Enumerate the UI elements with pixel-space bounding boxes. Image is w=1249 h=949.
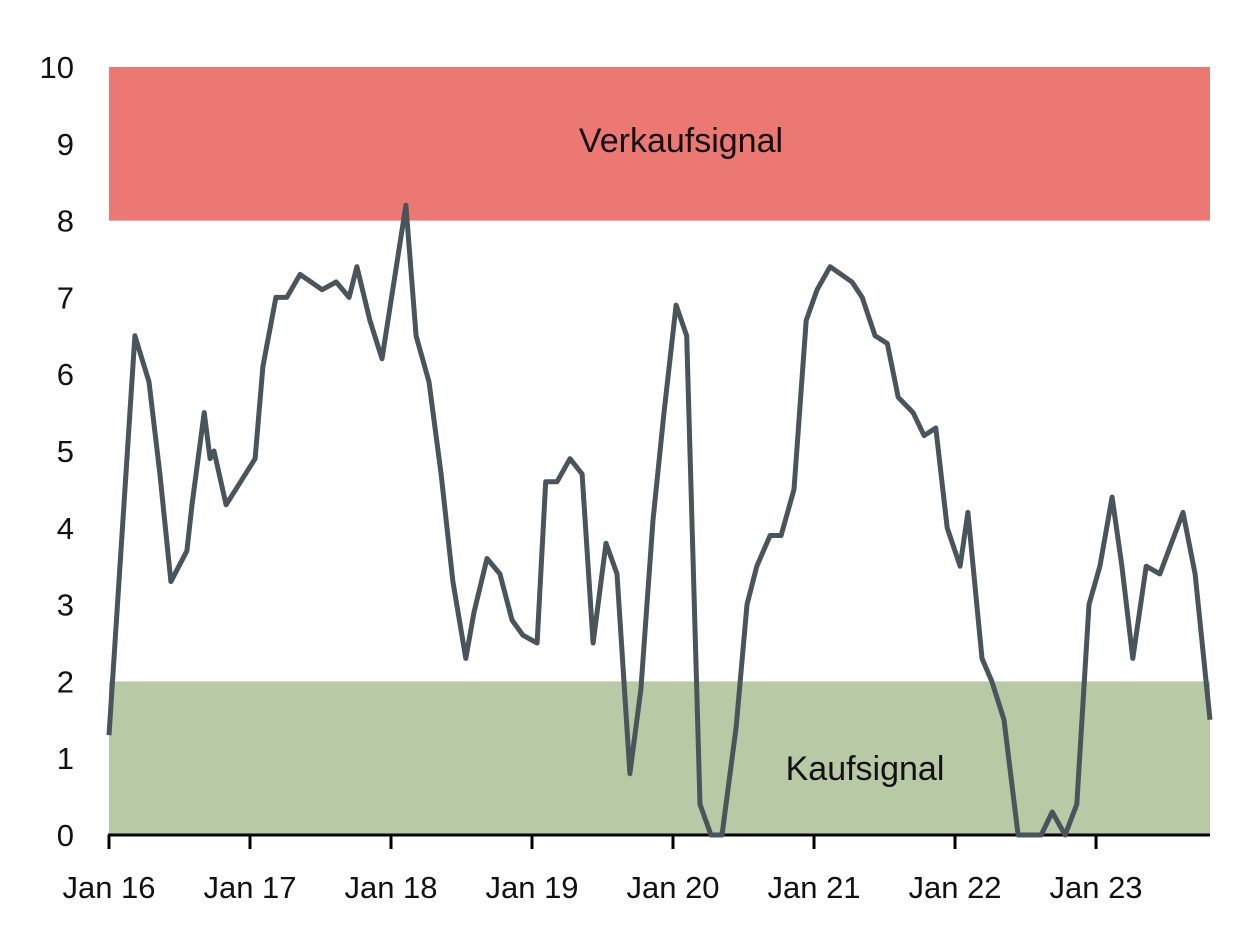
y-tick-label: 3 <box>57 588 74 623</box>
y-tick-label: 9 <box>57 127 74 162</box>
y-tick-label: 4 <box>57 511 74 546</box>
x-tick-label: Jan 19 <box>485 870 578 905</box>
y-tick-label: 8 <box>57 204 74 239</box>
x-tick-label: Jan 17 <box>203 870 296 905</box>
signal-bands: Verkaufsignal Kaufsignal <box>109 67 1210 835</box>
x-axis: Jan 16 Jan 17 Jan 18 Jan 19 Jan 20 Jan 21 Jan … <box>62 833 1210 905</box>
series-lines <box>106 202 1213 838</box>
x-tick-label: Jan 21 <box>767 870 860 905</box>
y-tick-label: 7 <box>57 280 74 315</box>
x-tick-label: Jan 18 <box>344 870 437 905</box>
y-tick-label: 6 <box>57 357 74 392</box>
y-tick-label: 5 <box>57 434 74 469</box>
x-tick-label: Jan 22 <box>908 870 1001 905</box>
x-tick-label: Jan 23 <box>1049 870 1142 905</box>
x-tick-label: Jan 20 <box>626 870 719 905</box>
series-line <box>106 202 1213 838</box>
y-axis: 0 1 2 3 4 5 6 7 8 9 10 <box>40 50 74 853</box>
band-buy <box>109 681 1210 835</box>
band-sell <box>109 67 1210 221</box>
band-label: Verkaufsignal <box>579 122 783 160</box>
y-tick-label: 10 <box>40 50 74 85</box>
x-tick-label: Jan 16 <box>62 870 155 905</box>
band-label: Kaufsignal <box>786 750 945 788</box>
y-tick-label: 2 <box>57 664 74 699</box>
y-tick-label: 1 <box>57 741 74 776</box>
y-tick-label: 0 <box>57 818 74 853</box>
